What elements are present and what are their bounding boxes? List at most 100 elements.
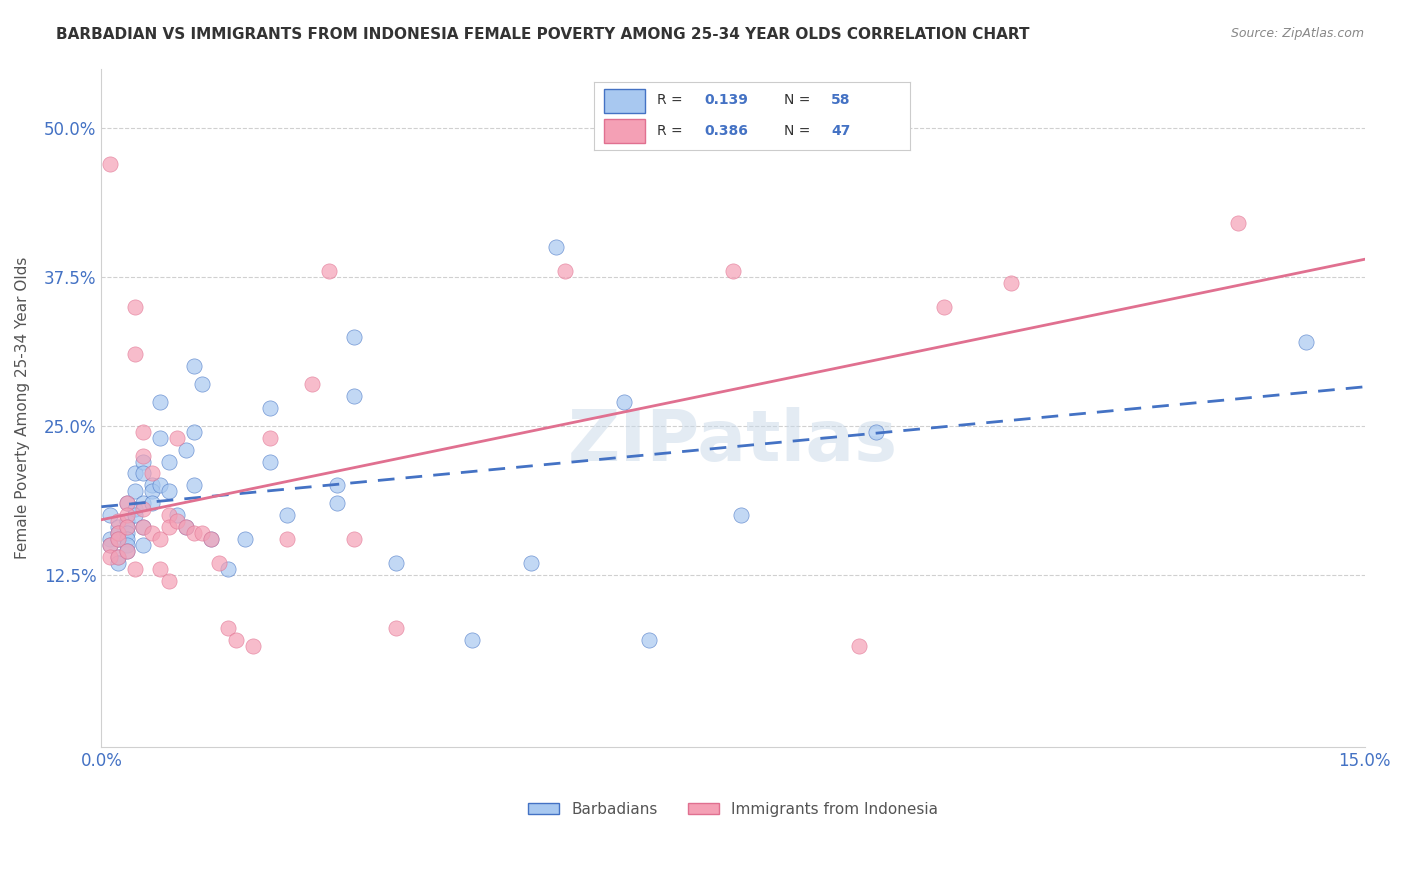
Text: Source: ZipAtlas.com: Source: ZipAtlas.com [1230,27,1364,40]
Point [183,359,205,374]
Point [124,484,146,499]
Point [149,532,172,546]
Point [132,520,155,534]
Point [385,621,408,635]
Point [98,538,121,552]
Point [149,431,172,445]
Point [149,562,172,576]
Point [1227,216,1250,230]
Point [115,520,138,534]
Point [132,425,155,439]
Point [124,300,146,314]
Point [115,496,138,510]
Point [115,544,138,558]
Point [132,496,155,510]
Point [191,377,214,392]
Point [141,526,163,541]
Point [115,526,138,541]
Point [107,532,129,546]
Point [242,639,264,653]
Point [149,395,172,409]
Point [217,621,239,635]
Point [217,562,239,576]
Point [848,639,870,653]
Point [183,478,205,492]
Point [520,556,543,570]
Point [107,526,129,541]
Point [157,574,180,588]
Point [98,538,121,552]
Point [132,449,155,463]
Y-axis label: Female Poverty Among 25-34 Year Olds: Female Poverty Among 25-34 Year Olds [15,257,30,559]
Point [107,549,129,564]
Point [183,425,205,439]
Point [107,520,129,534]
Point [157,454,180,468]
Point [1000,276,1022,290]
Point [200,532,222,546]
Point [157,484,180,499]
Point [233,532,256,546]
Point [865,425,887,439]
Point [115,544,138,558]
Point [343,532,366,546]
Point [98,157,121,171]
Point [183,526,205,541]
Point [141,484,163,499]
Point [115,496,138,510]
Point [637,633,659,648]
Point [132,520,155,534]
Point [107,532,129,546]
Point [208,556,231,570]
Point [107,549,129,564]
Point [98,549,121,564]
Point [385,556,408,570]
Point [259,454,281,468]
Legend: Barbadians, Immigrants from Indonesia: Barbadians, Immigrants from Indonesia [522,796,943,823]
Point [343,389,366,403]
Point [613,395,636,409]
Point [141,467,163,481]
Point [276,532,298,546]
Point [124,562,146,576]
Point [166,514,188,528]
Point [115,514,138,528]
Point [132,538,155,552]
Point [124,508,146,523]
Point [124,467,146,481]
Point [1295,335,1317,350]
Point [132,502,155,516]
Point [174,520,197,534]
Point [124,502,146,516]
Point [157,508,180,523]
Point [730,508,752,523]
Point [174,520,197,534]
Point [554,264,576,278]
Point [461,633,484,648]
Point [98,532,121,546]
Point [276,508,298,523]
Point [318,264,340,278]
Point [326,478,349,492]
Point [132,467,155,481]
Point [225,633,247,648]
Point [259,401,281,415]
Point [141,478,163,492]
Point [546,240,568,254]
Point [721,264,744,278]
Point [115,520,138,534]
Point [200,532,222,546]
Point [166,431,188,445]
Point [132,454,155,468]
Point [166,508,188,523]
Point [124,347,146,361]
Point [191,526,214,541]
Point [107,556,129,570]
Point [174,442,197,457]
Point [157,520,180,534]
Point [141,496,163,510]
Point [107,526,129,541]
Point [149,478,172,492]
Point [115,532,138,546]
Point [301,377,323,392]
